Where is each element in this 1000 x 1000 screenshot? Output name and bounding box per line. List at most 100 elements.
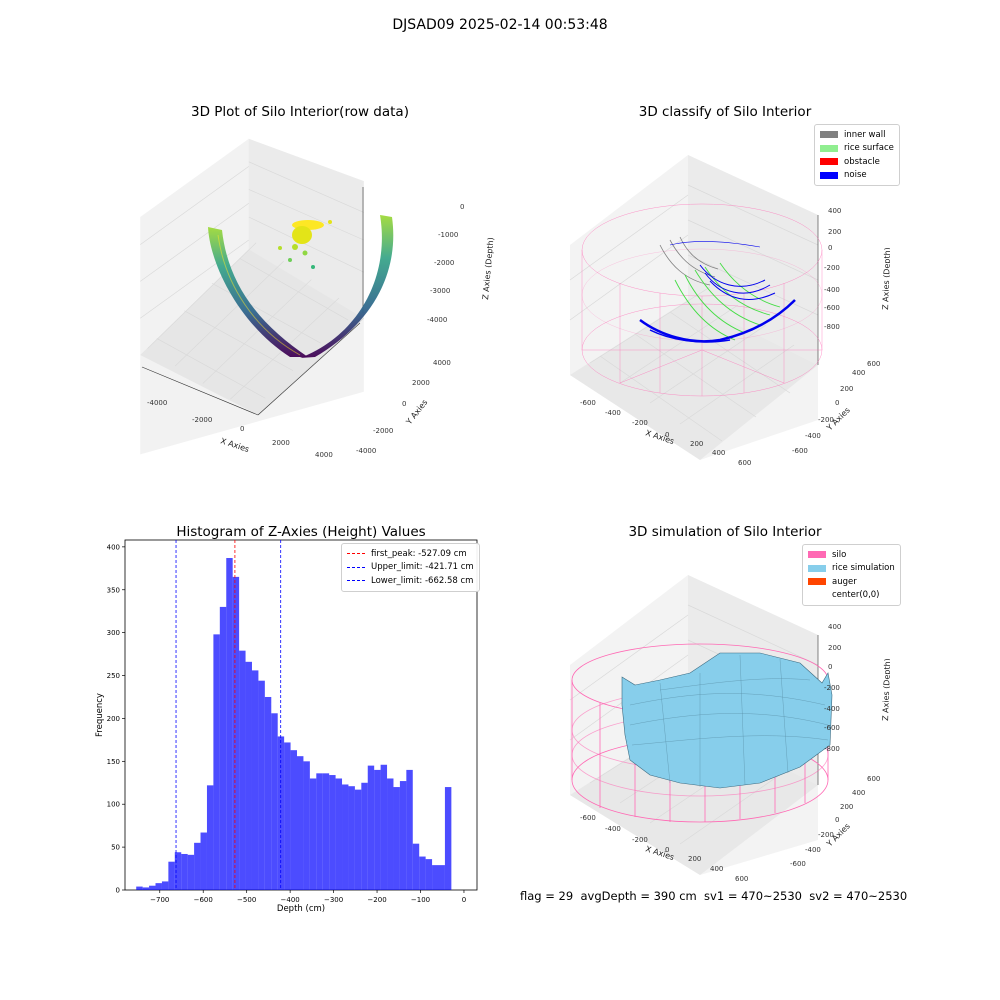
classify-ztick-3: -200 bbox=[824, 264, 840, 272]
simulation-ztick-5: -600 bbox=[824, 724, 840, 732]
classify-ztick-0: 400 bbox=[828, 207, 841, 215]
histogram-bar bbox=[277, 736, 285, 890]
histogram-xtick-label: 0 bbox=[462, 896, 466, 904]
histogram-bar bbox=[354, 789, 362, 890]
simulation-ytick-6: 600 bbox=[867, 775, 880, 783]
histogram-bar bbox=[399, 781, 407, 890]
classify-ytick-4: 200 bbox=[840, 385, 853, 393]
simulation-ztick-1: 200 bbox=[828, 644, 841, 652]
classify-ztick-2: 0 bbox=[828, 244, 832, 252]
histogram-bar bbox=[206, 785, 214, 890]
simulation-xtick-5: 400 bbox=[710, 865, 723, 873]
histogram-bar bbox=[161, 881, 169, 890]
figure-title: DJSAD09 2025-02-14 00:53:48 bbox=[392, 17, 608, 33]
histogram-bar bbox=[155, 883, 162, 890]
histogram-xtick-label: −100 bbox=[411, 896, 430, 904]
histogram-bar bbox=[393, 787, 400, 890]
raw-xtick-3: 2000 bbox=[272, 439, 290, 447]
raw-point-cloud-right-arm bbox=[300, 215, 394, 358]
legend-swatch bbox=[820, 131, 838, 139]
histogram-bar bbox=[342, 784, 349, 890]
legend-line bbox=[347, 580, 365, 582]
histogram-bar bbox=[174, 852, 182, 890]
histogram-bar bbox=[168, 861, 175, 890]
legend-label: obstacle bbox=[844, 156, 880, 167]
histogram-ytick-label: 100 bbox=[107, 801, 120, 809]
raw-panel-title: 3D Plot of Silo Interior(row data) bbox=[191, 104, 409, 120]
histogram-bar bbox=[406, 769, 413, 890]
classify-legend: inner wall rice surface obstacle noise bbox=[814, 124, 900, 186]
histogram-bar bbox=[142, 887, 150, 890]
legend-label: Lower_limit: -662.58 cm bbox=[371, 575, 474, 586]
legend-swatch bbox=[820, 171, 838, 179]
histogram-bar bbox=[271, 713, 278, 890]
classify-ytick-0: -600 bbox=[792, 447, 808, 455]
raw-ztick-0: 0 bbox=[460, 203, 464, 211]
legend-label: center(0,0) bbox=[832, 590, 880, 601]
simulation-ytick-5: 400 bbox=[852, 789, 865, 797]
classify-noise-points bbox=[639, 241, 796, 343]
legend-swatch bbox=[808, 564, 826, 572]
simulation-ztick-3: -200 bbox=[824, 684, 840, 692]
raw-ytick-0: -4000 bbox=[356, 447, 376, 455]
classify-ytick-6: 600 bbox=[867, 360, 880, 368]
histogram-ylabel: Frequency bbox=[95, 693, 105, 737]
histogram-bar bbox=[387, 778, 394, 890]
histogram-ytick-label: 350 bbox=[107, 586, 120, 594]
raw-point-cloud-cluster bbox=[278, 220, 332, 269]
histogram-bar bbox=[432, 865, 439, 890]
histogram-xtick-label: −600 bbox=[194, 896, 213, 904]
simulation-ztick-4: -400 bbox=[824, 705, 840, 713]
histogram-legend-item: Lower_limit: -662.58 cm bbox=[347, 574, 474, 588]
histogram-bar bbox=[335, 778, 343, 890]
simulation-ztick-0: 400 bbox=[828, 623, 841, 631]
histogram-legend-item: Upper_limit: -421.71 cm bbox=[347, 561, 474, 575]
classify-legend-item: inner wall bbox=[820, 128, 894, 142]
legend-label: Upper_limit: -421.71 cm bbox=[371, 562, 474, 573]
classify-legend-item: noise bbox=[820, 169, 894, 183]
histogram-bar bbox=[290, 750, 298, 890]
legend-label: auger bbox=[832, 576, 857, 587]
raw-xtick-2: 0 bbox=[240, 425, 244, 433]
raw-xtick-4: 4000 bbox=[315, 451, 333, 459]
simulation-ytick-3: 0 bbox=[835, 816, 839, 824]
simulation-ytick-0: -600 bbox=[790, 860, 806, 868]
histogram-bar bbox=[251, 670, 259, 890]
simulation-legend-item: silo bbox=[808, 548, 895, 562]
simulation-xtick-6: 600 bbox=[735, 875, 748, 883]
simulation-xtick-3: 0 bbox=[665, 846, 669, 854]
histogram-bar bbox=[322, 773, 330, 890]
histogram-bar bbox=[380, 764, 388, 890]
histogram-bar bbox=[329, 775, 336, 890]
simulation-ztick-2: 0 bbox=[828, 663, 832, 671]
legend-label: silo bbox=[832, 549, 847, 560]
raw-ytick-2: 0 bbox=[402, 400, 406, 408]
histogram-bar bbox=[367, 765, 375, 890]
histogram-ytick-label: 150 bbox=[107, 758, 120, 766]
histogram-xtick-label: −300 bbox=[324, 896, 343, 904]
histogram-ytick-label: 0 bbox=[116, 887, 120, 895]
simulation-ztick-6: -800 bbox=[824, 745, 840, 753]
histogram-bar bbox=[194, 842, 201, 890]
histogram-ytick-label: 400 bbox=[107, 543, 120, 551]
classify-xtick-6: 600 bbox=[738, 459, 751, 467]
raw-ztick-2: -2000 bbox=[434, 259, 454, 267]
histogram-bar bbox=[245, 661, 252, 890]
histogram-bar bbox=[303, 761, 310, 890]
histogram-xtick-label: −400 bbox=[281, 896, 300, 904]
classify-ytick-5: 400 bbox=[852, 369, 865, 377]
simulation-ytick-1: -400 bbox=[805, 846, 821, 854]
histogram-bar bbox=[361, 782, 368, 890]
classify-ztick-5: -600 bbox=[824, 304, 840, 312]
classify-legend-item: obstacle bbox=[820, 155, 894, 169]
legend-swatch bbox=[808, 551, 826, 559]
histogram-bar bbox=[309, 778, 317, 890]
histogram-xtick-label: −200 bbox=[367, 896, 386, 904]
histogram-bar bbox=[425, 859, 433, 890]
histogram-bar bbox=[200, 832, 207, 890]
histogram-bar bbox=[374, 769, 381, 890]
histogram-bar bbox=[213, 634, 220, 890]
histogram-bar bbox=[219, 606, 227, 890]
classify-panel-title: 3D classify of Silo Interior bbox=[638, 104, 812, 120]
raw-xtick-0: -4000 bbox=[147, 399, 167, 407]
